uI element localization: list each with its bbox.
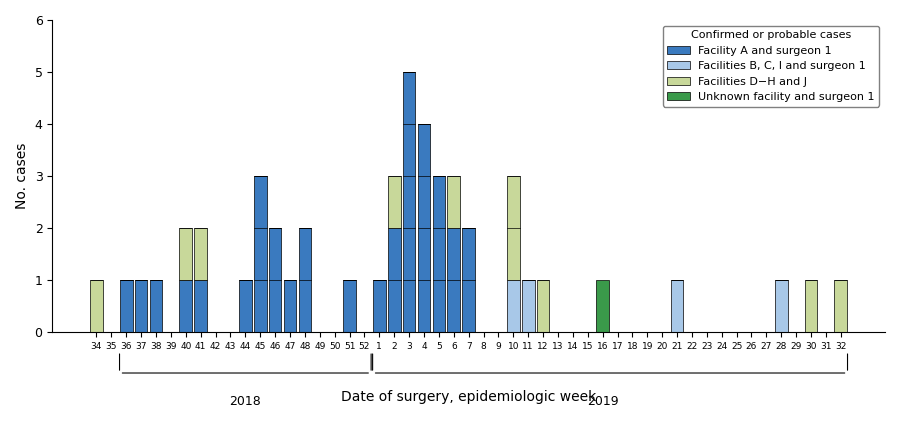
Bar xyxy=(299,228,311,332)
Bar xyxy=(433,176,446,332)
Bar xyxy=(775,280,788,332)
Bar xyxy=(536,280,549,332)
Bar xyxy=(597,280,609,332)
Legend: Facility A and surgeon 1, Facilities B, C, I and surgeon 1, Facilities D−H and J: Facility A and surgeon 1, Facilities B, … xyxy=(663,26,879,106)
Bar xyxy=(507,176,519,280)
Bar xyxy=(834,280,847,332)
Bar xyxy=(805,280,817,332)
Bar xyxy=(403,72,416,332)
Bar xyxy=(463,228,475,332)
Bar xyxy=(135,280,148,332)
Bar xyxy=(284,280,296,332)
Bar xyxy=(239,280,252,332)
Y-axis label: No. cases: No. cases xyxy=(15,143,29,210)
Bar xyxy=(149,280,162,332)
Bar xyxy=(194,228,207,280)
Bar xyxy=(254,176,266,332)
Bar xyxy=(670,280,683,332)
Bar xyxy=(269,228,282,332)
Bar xyxy=(343,280,356,332)
Bar xyxy=(522,280,535,332)
Text: 2019: 2019 xyxy=(587,395,618,408)
Bar xyxy=(194,280,207,332)
Text: 2018: 2018 xyxy=(230,395,261,408)
Bar xyxy=(120,280,132,332)
Bar xyxy=(90,280,103,332)
Bar xyxy=(447,228,460,332)
Bar xyxy=(388,176,400,228)
Bar xyxy=(373,280,385,332)
Bar xyxy=(388,228,400,332)
Bar xyxy=(179,228,192,280)
X-axis label: Date of surgery, epidemiologic week: Date of surgery, epidemiologic week xyxy=(341,390,597,404)
Bar xyxy=(447,176,460,228)
Bar xyxy=(507,280,519,332)
Bar xyxy=(179,280,192,332)
Bar xyxy=(418,124,430,332)
